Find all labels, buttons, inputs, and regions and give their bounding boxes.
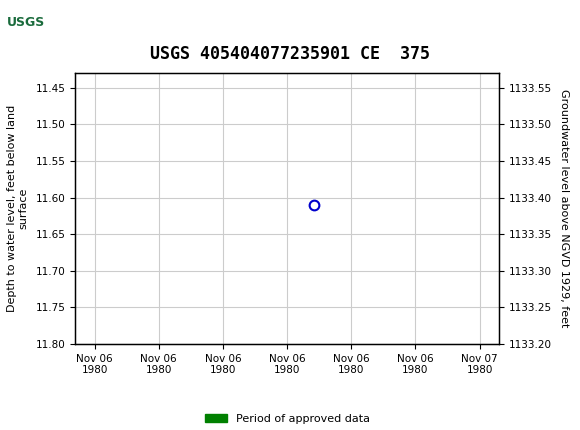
Text: USGS 405404077235901 CE  375: USGS 405404077235901 CE 375: [150, 45, 430, 63]
Text: USGS: USGS: [6, 16, 45, 29]
Text: USGS: USGS: [52, 14, 107, 31]
Bar: [5, 6, 45, 40]
Y-axis label: Depth to water level, feet below land
surface: Depth to water level, feet below land su…: [8, 105, 29, 312]
Legend: Period of approved data: Period of approved data: [200, 409, 374, 428]
Y-axis label: Groundwater level above NGVD 1929, feet: Groundwater level above NGVD 1929, feet: [559, 89, 568, 328]
